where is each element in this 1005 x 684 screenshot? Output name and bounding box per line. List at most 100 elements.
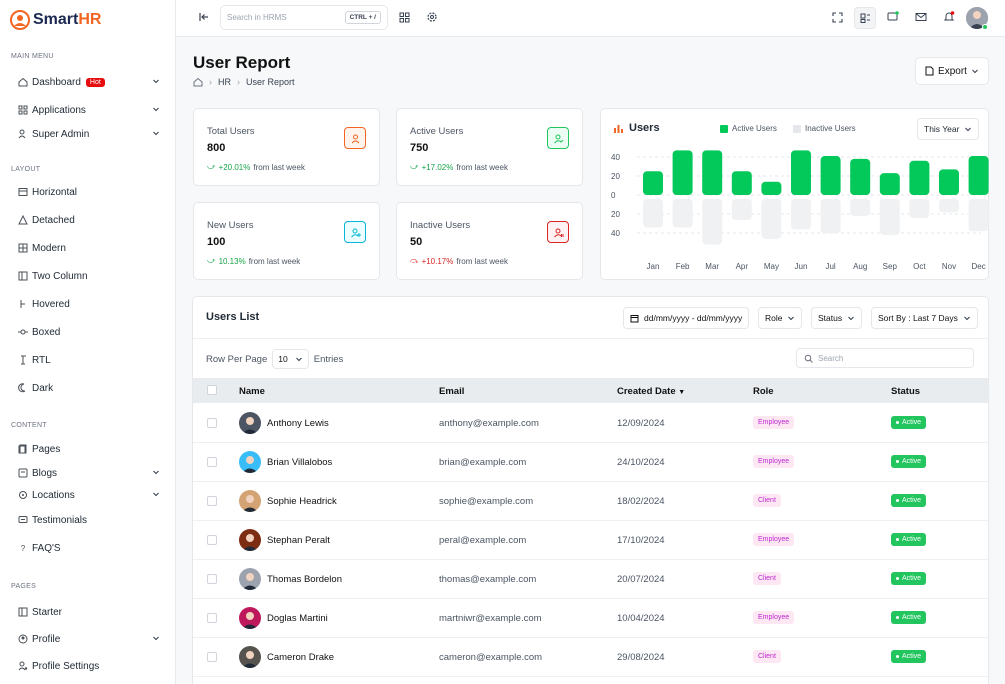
sidebar-item-testimonials[interactable]: Testimonials [18,512,160,528]
user-avatar[interactable] [966,7,988,29]
chat-icon[interactable] [886,10,900,24]
layout-switch-icon[interactable] [854,7,876,29]
user-name[interactable]: Doglas Martini [267,613,328,624]
bar-active-jul[interactable] [820,156,841,195]
sidebar-item-blogs[interactable]: Blogs [18,465,160,481]
sort-by-dropdown[interactable]: Sort By : Last 7 Days [871,307,978,329]
notification-bell-icon[interactable] [942,10,956,24]
sidebar-item-detached[interactable]: Detached [18,212,160,228]
bar-inactive-jul[interactable] [820,199,841,234]
table-row[interactable]: Stephan Peralt peral@example.com 17/10/202… [193,521,988,560]
status-filter-dropdown[interactable]: Status [811,307,863,329]
column-name[interactable]: Name [239,386,265,397]
bar-active-sep[interactable] [879,173,900,195]
bar-inactive-apr[interactable] [731,199,752,220]
sidebar-item-starter[interactable]: Starter [18,604,160,620]
user-name[interactable]: Thomas Bordelon [267,574,342,585]
user-name[interactable]: Brian Villalobos [267,457,333,468]
sidebar-item-faqs[interactable]: ? FAQ'S [18,540,160,556]
legend-active-users[interactable]: Active Users [720,124,777,133]
bar-inactive-aug[interactable] [850,199,871,217]
column-status[interactable]: Status [891,386,921,397]
bar-inactive-jun[interactable] [791,199,811,230]
avatar[interactable] [239,529,261,551]
legend-inactive-users[interactable]: Inactive Users [793,124,856,133]
sidebar-item-two-column[interactable]: Two Column [18,268,160,284]
breadcrumb-hr[interactable]: HR [218,77,231,87]
row-checkbox[interactable] [207,574,217,584]
sidebar-item-pages[interactable]: Pages [18,441,160,457]
table-row[interactable]: Thomas Bordelon thomas@example.com 20/07/2… [193,560,988,599]
table-row[interactable]: Sophie Headrick sophie@example.com 18/02/2… [193,482,988,521]
period-select[interactable]: This Year [917,118,979,140]
row-checkbox[interactable] [207,457,217,467]
select-all-checkbox[interactable] [207,385,217,395]
collapse-sidebar-icon[interactable] [197,10,211,24]
bar-inactive-dec[interactable] [968,199,989,232]
table-row[interactable]: Cameron Drake cameron@example.com 29/08/20… [193,638,988,677]
user-name[interactable]: Sophie Headrick [267,496,337,507]
bar-inactive-oct[interactable] [909,199,930,218]
user-name[interactable]: Cameron Drake [267,652,335,663]
avatar[interactable] [239,451,261,473]
bar-active-feb[interactable] [672,150,693,195]
bar-active-apr[interactable] [731,171,752,195]
sidebar-item-modern[interactable]: Modern [18,240,160,256]
bar-active-oct[interactable] [909,160,930,195]
bar-active-may[interactable] [761,181,782,195]
date-range-picker[interactable]: dd/mm/yyyy - dd/mm/yyyy [623,307,750,329]
row-checkbox[interactable] [207,613,217,623]
rows-per-page-select[interactable]: 10 [272,349,309,369]
bar-inactive-may[interactable] [761,199,782,239]
sidebar-item-hovered[interactable]: Hovered [18,296,160,312]
avatar[interactable] [239,646,261,668]
bar-inactive-jan[interactable] [643,199,663,228]
bar-active-dec[interactable] [968,156,989,195]
bar-active-nov[interactable] [939,169,959,195]
sidebar-item-super-admin[interactable]: Super Admin [18,126,160,142]
row-checkbox[interactable] [207,652,217,662]
sidebar-item-profile-settings[interactable]: Profile Settings [18,658,160,674]
sidebar-item-applications[interactable]: Applications [18,102,160,118]
brand-logo[interactable]: SmartHR [10,9,101,31]
table-row[interactable]: Brian Villalobos brian@example.com 24/10/2… [193,443,988,482]
apps-grid-icon[interactable] [397,10,411,24]
column-created-date[interactable]: Created Date ▼ [617,386,686,397]
sidebar-item-dashboard[interactable]: Dashboard Hot [18,74,160,90]
row-checkbox[interactable] [207,535,217,545]
bar-inactive-sep[interactable] [879,199,900,236]
row-checkbox[interactable] [207,496,217,506]
sidebar-item-locations[interactable]: Locations [18,487,160,503]
bar-active-jun[interactable] [791,150,811,195]
global-search-input[interactable]: Search in HRMS CTRL + / [220,5,388,30]
mail-icon[interactable] [914,10,928,24]
column-email[interactable]: Email [439,386,465,397]
settings-gear-icon[interactable] [425,10,439,24]
sidebar-item-profile[interactable]: Profile [18,631,160,647]
fullscreen-icon[interactable] [830,10,844,24]
bar-active-jan[interactable] [643,171,663,195]
sidebar-item-rtl[interactable]: RTL [18,352,160,368]
avatar[interactable] [239,412,261,434]
avatar[interactable] [239,568,261,590]
bar-active-mar[interactable] [702,150,723,195]
table-row[interactable]: Anthony Lewis anthony@example.com 12/09/20… [193,404,988,443]
user-name[interactable]: Anthony Lewis [267,418,329,429]
table-search-input[interactable]: Search [796,348,974,368]
bar-active-aug[interactable] [850,158,871,195]
bar-inactive-feb[interactable] [672,199,693,228]
row-checkbox[interactable] [207,418,217,428]
role-filter-dropdown[interactable]: Role [758,307,803,329]
home-icon[interactable] [193,77,203,87]
export-button[interactable]: Export [915,57,989,85]
sidebar-item-boxed[interactable]: Boxed [18,324,160,340]
table-row[interactable]: Doglas Martini martniwr@example.com 10/04/… [193,599,988,638]
sidebar-item-dark[interactable]: Dark [18,380,160,396]
sidebar-item-horizontal[interactable]: Horizontal [18,184,160,200]
bar-inactive-mar[interactable] [702,199,723,245]
user-name[interactable]: Stephan Peralt [267,535,330,546]
avatar[interactable] [239,607,261,629]
bar-inactive-nov[interactable] [939,199,959,213]
column-role[interactable]: Role [753,386,774,397]
avatar[interactable] [239,490,261,512]
